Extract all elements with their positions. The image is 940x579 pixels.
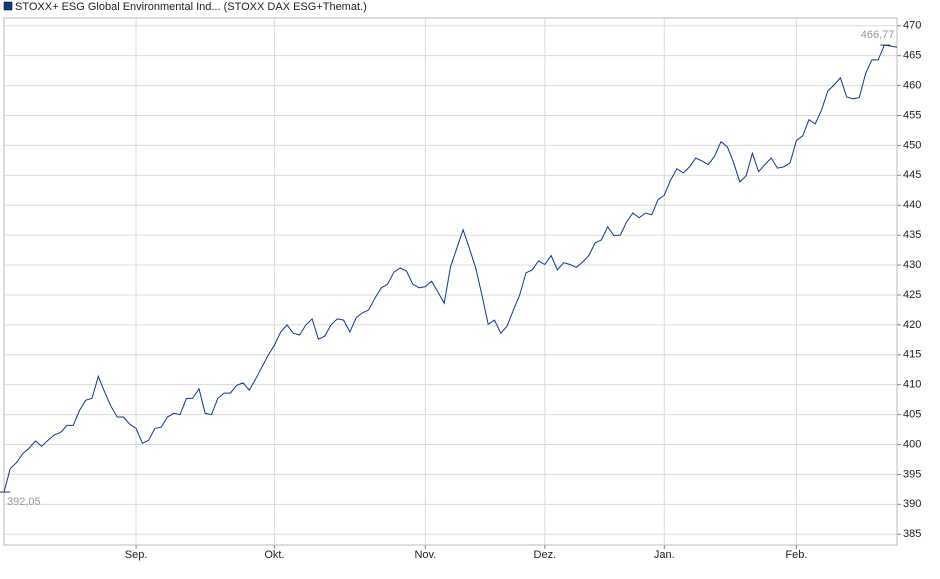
y-tick-label: 400: [903, 438, 921, 450]
y-tick-label: 450: [903, 139, 921, 151]
y-tick-label: 435: [903, 229, 921, 241]
x-tick-label: Nov.: [414, 549, 436, 561]
y-tick-label: 465: [903, 50, 921, 62]
legend-label: STOXX+ ESG Global Environmental Ind... (…: [15, 1, 367, 13]
x-tick-label: Feb.: [785, 549, 807, 561]
y-tick-label: 430: [903, 259, 921, 271]
y-tick-label: 410: [903, 379, 921, 391]
y-tick-label: 405: [903, 409, 921, 421]
y-tick-label: 445: [903, 169, 921, 181]
y-tick-label: 385: [903, 528, 921, 540]
y-tick-label: 455: [903, 109, 921, 121]
x-tick-label: Sep.: [125, 549, 148, 561]
y-tick-label: 460: [903, 80, 921, 92]
y-tick-label: 470: [903, 20, 921, 32]
x-tick-label: Okt.: [264, 549, 284, 561]
annotation-label: 466,77: [861, 29, 895, 41]
line: [3, 44, 898, 493]
y-tick-label: 415: [903, 349, 921, 361]
x-tick-label: Jan.: [654, 549, 675, 561]
x-tick-label: Dez.: [534, 549, 557, 561]
plot-area: [3, 17, 898, 546]
y-tick-label: 395: [903, 468, 921, 480]
annotation-label: 392,05: [7, 496, 41, 508]
y-tick-label: 425: [903, 289, 921, 301]
y-tick-label: 440: [903, 199, 921, 211]
y-tick-label: 390: [903, 498, 921, 510]
y-tick-label: 420: [903, 319, 921, 331]
legend-swatch: [3, 1, 13, 11]
